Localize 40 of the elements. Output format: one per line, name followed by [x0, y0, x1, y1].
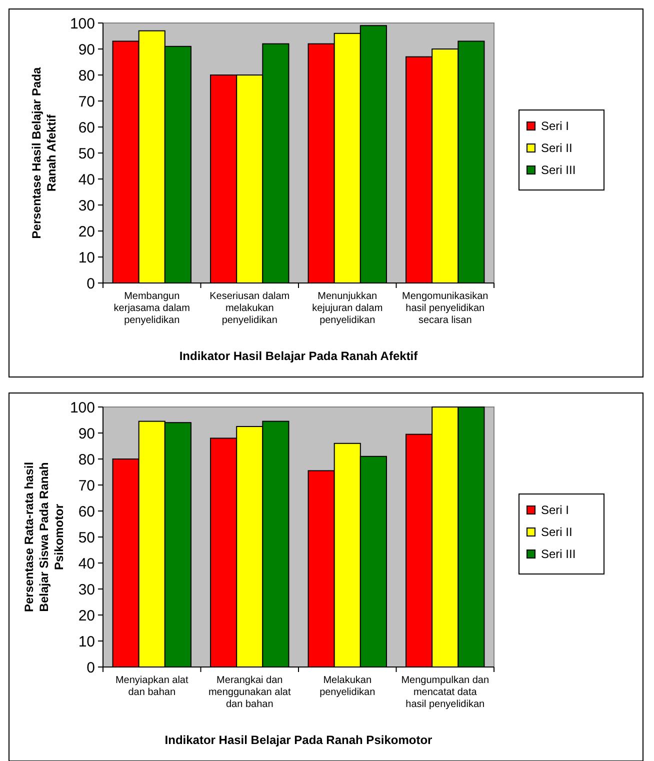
x-tick-label: Mengomunikasikan hasil penyelidikan secara lisan — [402, 291, 488, 326]
y-tick-label: 70 — [78, 93, 95, 110]
y-tick-label: 80 — [78, 451, 95, 468]
y-tick-label: 20 — [78, 223, 95, 240]
y-tick-label: 50 — [78, 145, 95, 162]
y-tick-label: 10 — [78, 633, 95, 650]
legend-label: Seri II — [541, 525, 572, 539]
x-tick-label: Menunjukkan kejujuran dalam penyelidikan — [312, 291, 383, 326]
y-tick-label: 30 — [78, 581, 95, 598]
legend-label: Seri III — [541, 547, 576, 561]
y-axis-title: Persentase Rata-rata hasil Belajar Siswa Pada Ranah Psikomotor — [22, 462, 66, 612]
legend-label: Seri I — [541, 119, 570, 133]
legend-label: Seri II — [541, 141, 572, 155]
y-tick-label: 0 — [86, 659, 95, 676]
y-tick-label: 70 — [78, 477, 95, 494]
y-tick-label: 100 — [70, 399, 95, 416]
y-tick-label: 40 — [78, 171, 95, 188]
x-axis-title: Indikator Hasil Belajar Pada Ranah Afektif — [179, 349, 419, 363]
y-tick-label: 80 — [78, 67, 95, 84]
y-tick-label: 30 — [78, 197, 95, 214]
y-tick-label: 50 — [78, 529, 95, 546]
y-tick-label: 40 — [78, 555, 95, 572]
x-tick-label: Menyiapkan alat dan bahan — [115, 675, 189, 698]
x-tick-label: Keseriusan dalam melakukan penyelidikan — [210, 291, 290, 326]
legend-label: Seri III — [541, 163, 576, 177]
y-tick-label: 100 — [70, 15, 95, 32]
x-axis-title: Indikator Hasil Belajar Pada Ranah Psikomotor — [164, 733, 433, 747]
x-tick-label: Melakukan penyelidikan — [320, 675, 376, 698]
y-tick-label: 60 — [78, 119, 95, 136]
x-tick-label: Merangkai dan menggunakan alat dan bahan — [208, 675, 291, 710]
y-tick-label: 20 — [78, 607, 95, 624]
x-tick-label: Membangun kerjasama dalam penyelidikan — [114, 291, 190, 326]
y-axis-title: Persentase Hasil Belajar Pada Ranah Afektif — [30, 66, 58, 239]
y-tick-label: 60 — [78, 503, 95, 520]
y-tick-label: 90 — [78, 425, 95, 442]
y-tick-label: 10 — [78, 249, 95, 266]
y-tick-label: 90 — [78, 41, 95, 58]
legend-label: Seri I — [541, 503, 570, 517]
y-tick-label: 0 — [86, 275, 95, 292]
x-tick-label: Mengumpulkan dan mencatat data hasil penyelidikan — [401, 675, 490, 710]
